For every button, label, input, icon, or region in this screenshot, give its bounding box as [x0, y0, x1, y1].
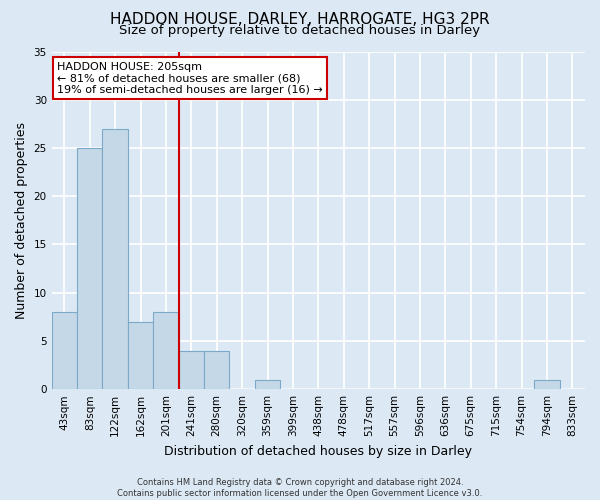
Text: HADDON HOUSE: 205sqm
← 81% of detached houses are smaller (68)
19% of semi-detac: HADDON HOUSE: 205sqm ← 81% of detached h… [57, 62, 323, 95]
Text: Contains HM Land Registry data © Crown copyright and database right 2024.
Contai: Contains HM Land Registry data © Crown c… [118, 478, 482, 498]
Bar [153, 312, 179, 389]
Bar [255, 380, 280, 389]
Text: HADDON HOUSE, DARLEY, HARROGATE, HG3 2PR: HADDON HOUSE, DARLEY, HARROGATE, HG3 2PR [110, 12, 490, 28]
Bar [534, 380, 560, 389]
X-axis label: Distribution of detached houses by size in Darley: Distribution of detached houses by size … [164, 444, 472, 458]
Y-axis label: Number of detached properties: Number of detached properties [15, 122, 28, 319]
Bar [103, 128, 128, 389]
Bar [204, 350, 229, 389]
Bar [52, 312, 77, 389]
Text: Size of property relative to detached houses in Darley: Size of property relative to detached ho… [119, 24, 481, 37]
Bar [179, 350, 204, 389]
Bar [128, 322, 153, 389]
Bar [77, 148, 103, 389]
